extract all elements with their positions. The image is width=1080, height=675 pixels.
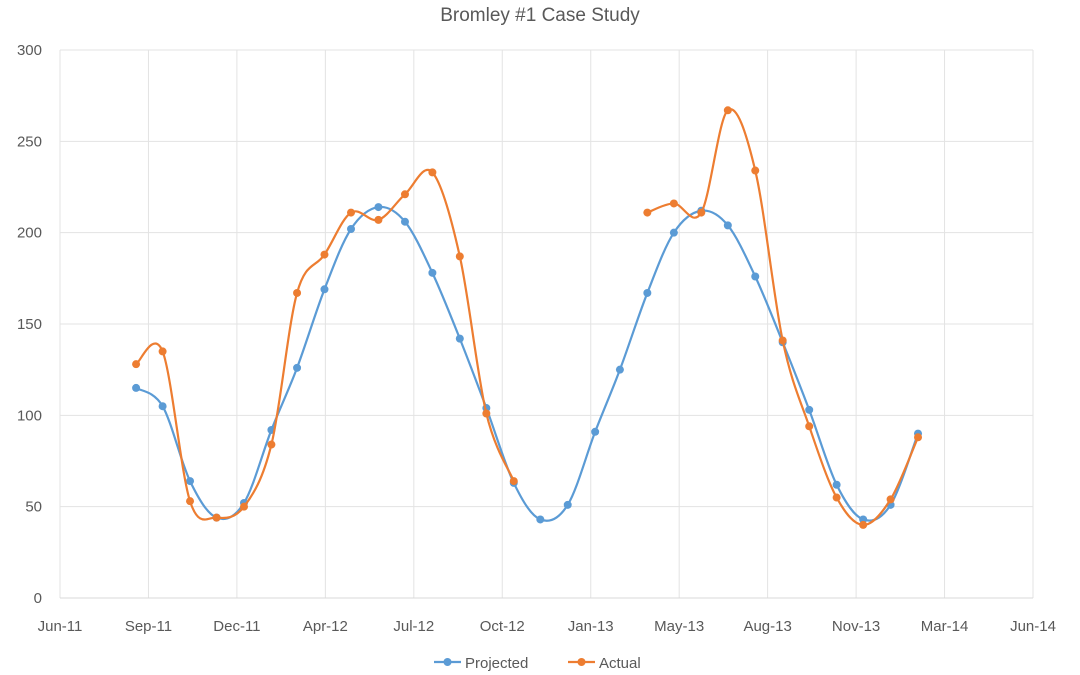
y-tick-label: 50 xyxy=(25,499,42,516)
x-tick-label: Sep-11 xyxy=(125,618,172,635)
data-point xyxy=(374,215,383,224)
data-point xyxy=(859,515,868,524)
legend-label: Actual xyxy=(599,655,641,672)
data-point xyxy=(293,363,302,372)
data-point xyxy=(428,268,437,277)
data-point xyxy=(320,250,329,259)
y-tick-label: 150 xyxy=(17,316,42,333)
data-point xyxy=(400,217,409,226)
series-line xyxy=(646,108,920,527)
y-tick-label: 300 xyxy=(17,42,42,59)
y-axis: 0 50 100 150 200 250 300 xyxy=(17,42,42,607)
data-point xyxy=(320,285,329,294)
x-tick-label: May-13 xyxy=(654,618,704,635)
y-tick-label: 100 xyxy=(17,407,42,424)
data-point xyxy=(455,334,464,343)
data-point xyxy=(132,383,141,392)
data-point xyxy=(374,203,383,212)
x-axis: Jun-11 Sep-11 Dec-11 Apr-12 Jul-12 Oct-12 Jan-… xyxy=(38,597,1056,635)
data-point xyxy=(669,199,678,208)
data-point xyxy=(158,402,167,411)
data-point xyxy=(723,106,732,115)
x-tick-label: Jun-11 xyxy=(38,618,83,635)
x-tick-label: Apr-12 xyxy=(303,618,348,635)
data-point xyxy=(697,208,706,217)
data-point xyxy=(643,288,652,297)
data-point xyxy=(859,520,868,529)
data-point xyxy=(615,365,624,374)
data-point xyxy=(158,347,167,356)
series-line xyxy=(135,205,920,522)
data-point xyxy=(886,495,895,504)
data-point xyxy=(347,225,356,234)
data-point xyxy=(914,433,923,442)
data-point xyxy=(239,502,248,511)
data-point xyxy=(723,221,732,230)
data-point xyxy=(805,422,814,431)
data-point xyxy=(428,168,437,177)
series-group xyxy=(132,106,923,529)
data-point xyxy=(267,440,276,449)
data-point xyxy=(482,409,491,418)
y-tick-label: 0 xyxy=(34,590,42,607)
data-point xyxy=(669,228,678,237)
series-projected xyxy=(132,203,923,524)
legend: Projected Actual xyxy=(434,655,641,672)
data-point xyxy=(643,208,652,217)
data-point xyxy=(751,272,760,281)
data-point xyxy=(536,515,545,524)
x-tick-label: Nov-13 xyxy=(832,618,880,635)
data-point xyxy=(832,493,841,502)
y-tick-label: 200 xyxy=(17,225,42,242)
x-tick-label: Jan-13 xyxy=(568,618,614,635)
chart-title: Bromley #1 Case Study xyxy=(440,5,640,26)
x-tick-label: Jun-14 xyxy=(1010,618,1056,635)
data-point xyxy=(509,477,518,486)
data-point xyxy=(455,252,464,261)
data-point xyxy=(186,497,195,506)
data-point xyxy=(212,513,221,522)
x-tick-label: Dec-11 xyxy=(213,618,260,635)
x-tick-label: Mar-14 xyxy=(921,618,969,635)
data-point xyxy=(186,477,195,486)
legend-label: Projected xyxy=(465,655,528,672)
data-point xyxy=(400,190,409,199)
legend-marker xyxy=(577,658,586,666)
data-point xyxy=(832,480,841,489)
x-tick-label: Oct-12 xyxy=(480,618,525,635)
data-point xyxy=(591,427,600,436)
data-point xyxy=(293,288,302,297)
data-point xyxy=(132,360,141,369)
data-point xyxy=(778,336,787,345)
y-tick-label: 250 xyxy=(17,133,42,150)
data-point xyxy=(347,208,356,217)
legend-marker xyxy=(443,658,452,666)
data-point xyxy=(563,500,572,509)
gridlines xyxy=(59,49,1034,599)
x-tick-label: Aug-13 xyxy=(743,618,791,635)
data-point xyxy=(805,405,814,414)
x-tick-label: Jul-12 xyxy=(393,618,434,635)
data-point xyxy=(751,166,760,175)
series-actual xyxy=(132,106,923,529)
